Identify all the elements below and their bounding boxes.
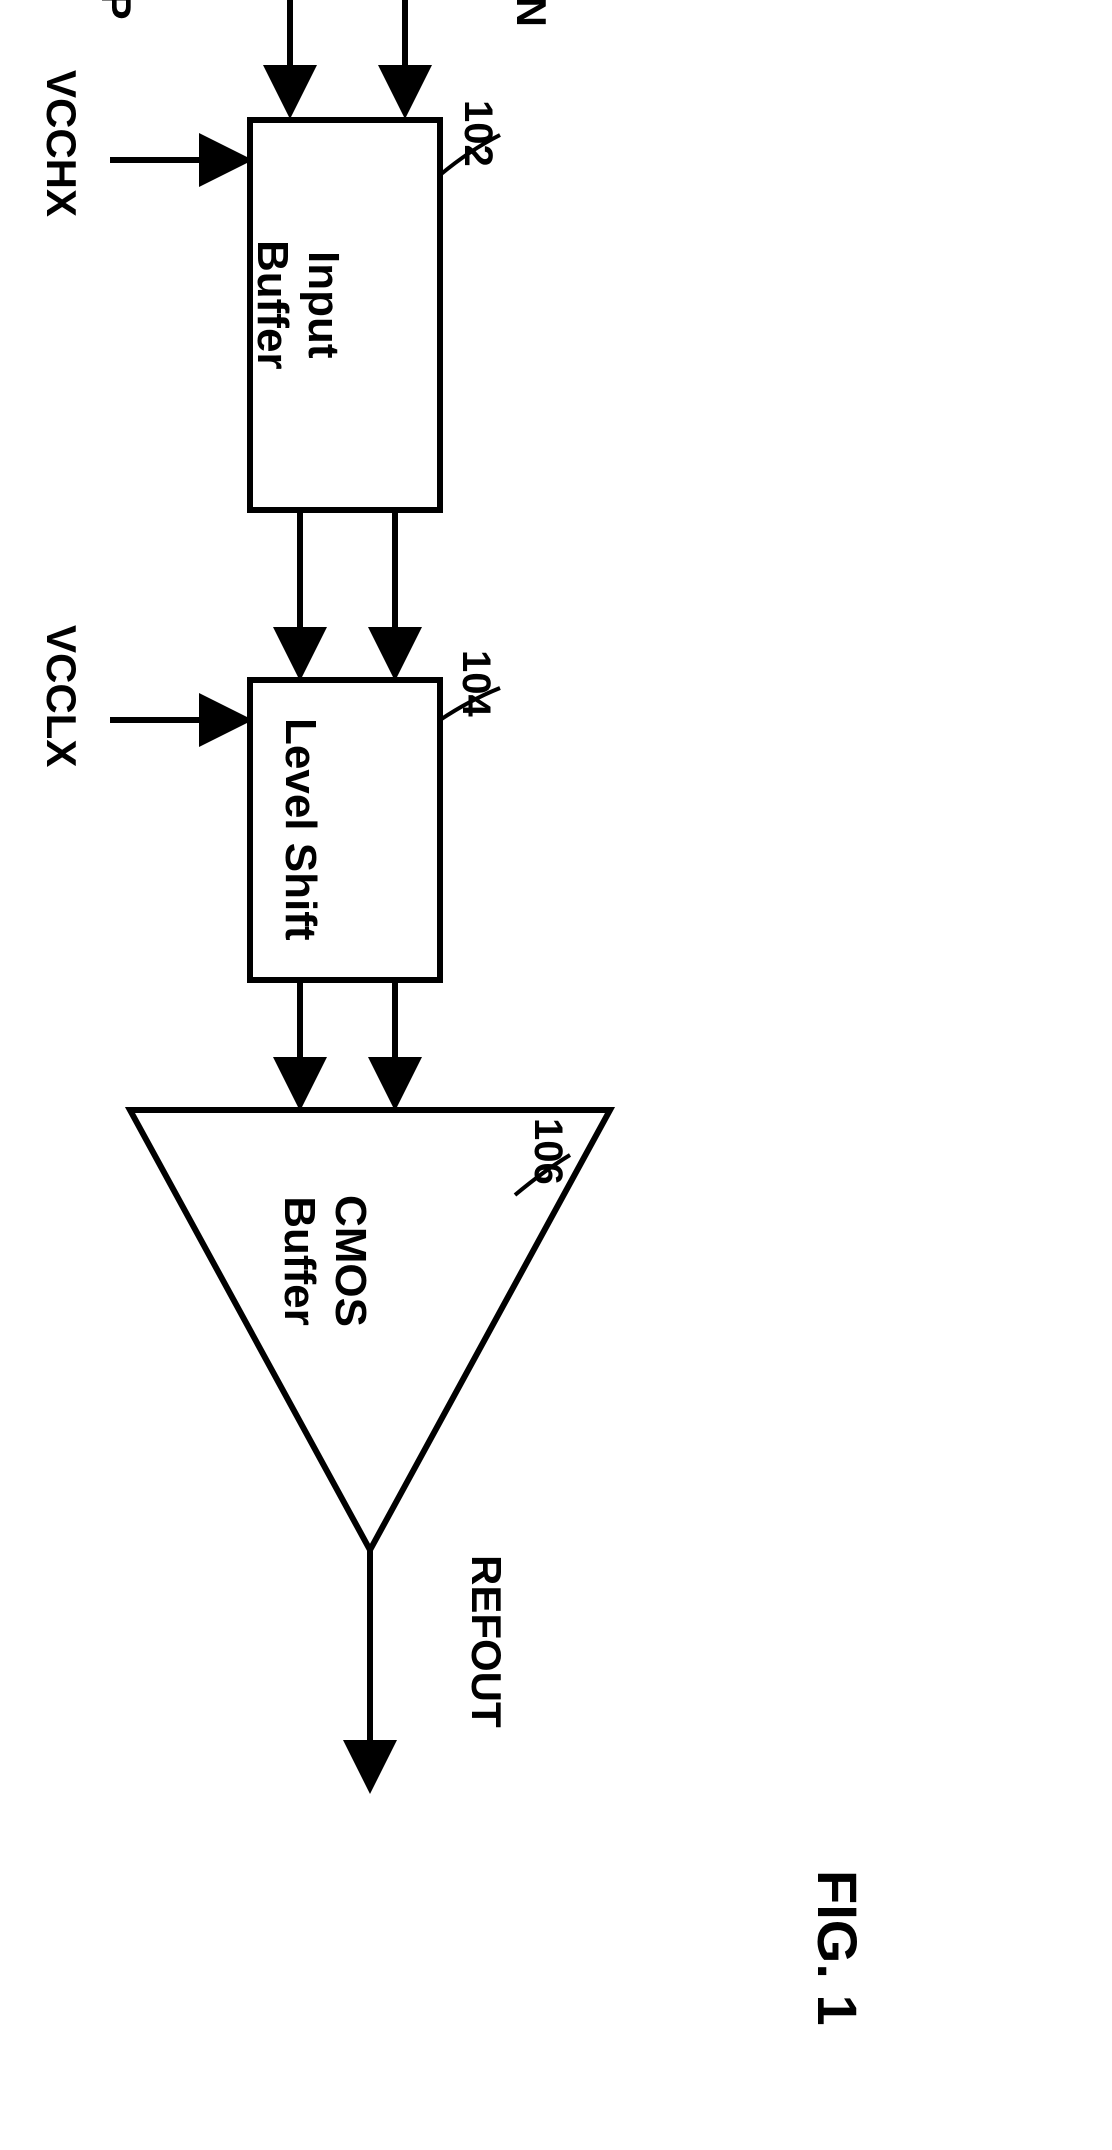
cmos-buffer-label: CMOS Buffer: [274, 1195, 375, 1327]
vcchx-label: VCCHX: [37, 70, 85, 217]
in-label: IN: [507, 0, 555, 27]
vcclx-label: VCCLX: [37, 625, 85, 767]
refout-label: REFOUT: [462, 1555, 510, 1728]
ref-102: 102: [455, 100, 500, 167]
block-diagram: [0, 0, 1112, 2145]
ip-label: IP: [92, 0, 140, 20]
level-shift-label: Level Shift: [275, 718, 325, 941]
ref-104: 104: [453, 650, 498, 717]
ref-106: 106: [525, 1118, 570, 1185]
input-buffer-label: Input Buffer: [247, 240, 348, 370]
figure-caption: FIG. 1: [805, 1870, 870, 2026]
